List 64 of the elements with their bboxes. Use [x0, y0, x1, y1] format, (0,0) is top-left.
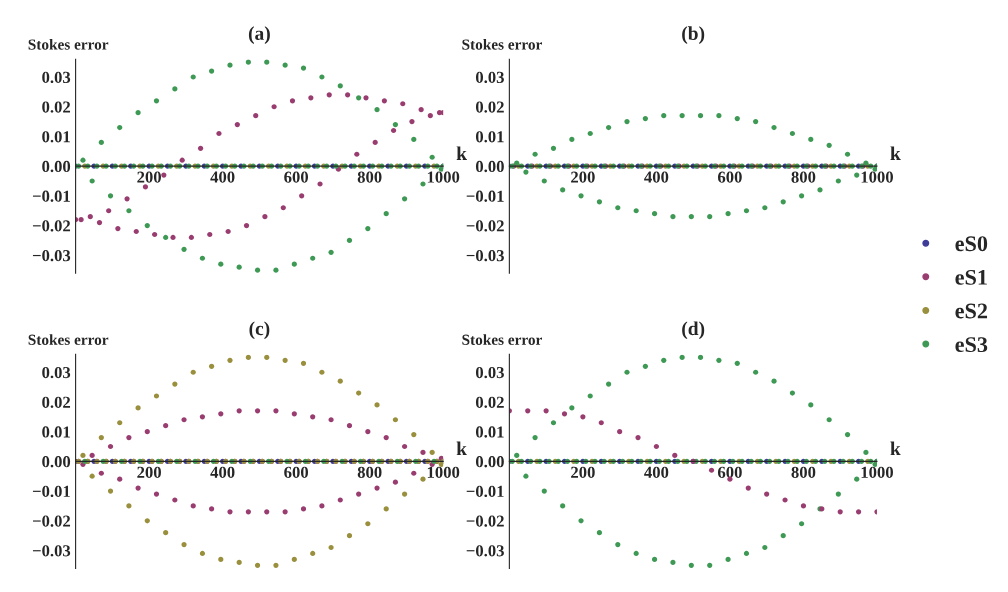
x-tick-label: 600 [284, 466, 309, 478]
x-tick-label: 800 [357, 466, 382, 478]
y-tick-label: 0.03 [42, 71, 71, 84]
legend-label: eS1 [955, 269, 987, 285]
legend-label: eS2 [955, 303, 988, 319]
y-tick-label: 0.03 [475, 71, 504, 84]
x-axis-title: k [890, 146, 901, 160]
y-tick-label: −0.02 [32, 515, 71, 527]
y-tick-label: 0.00 [42, 160, 71, 173]
y-tick-label: 0.01 [475, 426, 504, 438]
y-tick-label: 0.01 [475, 131, 504, 143]
y-tick-label: −0.01 [466, 485, 504, 498]
y-tick-label: 0.00 [42, 456, 71, 468]
x-tick-label: 800 [791, 466, 816, 478]
y-tick-label: −0.02 [466, 220, 504, 232]
chart-title: (c) [249, 321, 270, 340]
y-tick-label: −0.01 [32, 190, 70, 202]
x-tick-label: 600 [717, 171, 742, 183]
x-tick-label: 200 [571, 171, 595, 183]
x-tick-label: 200 [137, 171, 161, 183]
y-tick-label: 0.03 [475, 366, 504, 379]
y-tick-label: −0.02 [466, 515, 504, 527]
y-tick-label: 0.01 [42, 426, 70, 438]
y-tick-label: −0.01 [32, 485, 70, 498]
y-axis-title: Stokes error [28, 38, 109, 50]
y-axis-title: Stokes error [462, 334, 543, 345]
x-axis-title: k [456, 146, 467, 160]
y-tick-label: 0.02 [42, 396, 71, 408]
y-tick-label: −0.03 [32, 545, 71, 557]
chart-title: (a) [248, 26, 270, 44]
x-tick-label: 200 [571, 466, 595, 478]
y-tick-label: −0.02 [32, 220, 71, 232]
x-tick-label: 400 [210, 466, 235, 478]
x-axis-title: k [890, 441, 901, 456]
x-tick-label: 400 [644, 171, 669, 183]
y-axis-title: Stokes error [462, 38, 543, 50]
x-tick-label: 1000 [427, 171, 460, 183]
x-tick-label: 600 [284, 171, 309, 183]
legend-label: eS3 [955, 337, 988, 353]
x-tick-label: 1000 [861, 171, 893, 183]
y-tick-label: 0.02 [475, 396, 504, 408]
y-tick-label: 0.02 [475, 101, 504, 113]
y-tick-label: −0.01 [466, 190, 504, 202]
chart-title: (b) [682, 26, 705, 44]
x-tick-label: 800 [357, 171, 382, 183]
y-tick-label: −0.03 [32, 249, 71, 262]
x-tick-label: 200 [137, 466, 161, 478]
x-axis-title: k [456, 441, 467, 456]
x-tick-label: 1000 [427, 466, 460, 478]
legend-label: eS0 [955, 236, 988, 252]
y-tick-label: 0.02 [42, 101, 71, 113]
x-tick-label: 800 [791, 171, 816, 183]
y-tick-label: 0.03 [42, 366, 71, 379]
y-axis-title: Stokes error [28, 334, 109, 345]
x-tick-label: 600 [717, 466, 742, 478]
y-tick-label: 0.00 [475, 456, 504, 468]
y-tick-label: −0.03 [466, 545, 504, 557]
x-tick-label: 1000 [861, 466, 893, 478]
y-tick-label: 0.01 [42, 131, 70, 143]
y-tick-label: 0.00 [475, 160, 504, 173]
chart-title: (d) [682, 321, 705, 340]
x-tick-label: 400 [210, 171, 235, 183]
y-tick-label: −0.03 [466, 249, 504, 262]
x-tick-label: 400 [644, 466, 669, 478]
